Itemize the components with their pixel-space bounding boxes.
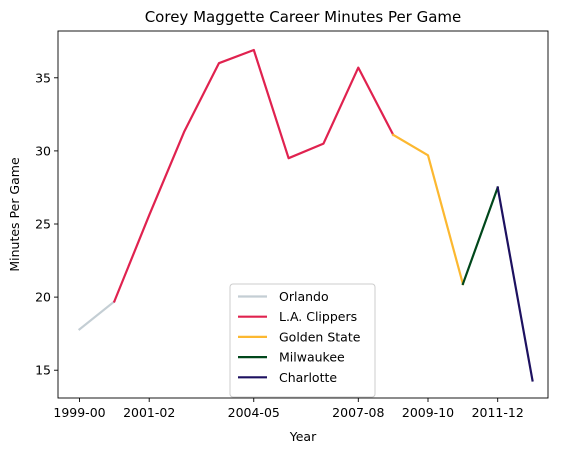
series-line-charlotte: [496, 186, 534, 382]
x-tick-label: 2011-12: [472, 405, 524, 420]
legend-box: [229, 283, 376, 398]
series-line-golden-state: [391, 133, 465, 286]
legend: Orlando L.A. Clippers Golden State Milwauke…: [229, 283, 376, 398]
y-tick-label: 35: [35, 70, 51, 85]
x-axis-title: Year: [289, 429, 317, 444]
legend-label-milwaukee: Milwaukee: [279, 350, 345, 365]
series-line-milwaukee: [461, 186, 500, 286]
series-line-l-a-clippers: [112, 48, 395, 303]
chart-title: Corey Maggette Career Minutes Per Game: [145, 8, 462, 26]
x-tick-label: 2004-05: [228, 405, 280, 420]
x-axis-ticks: 1999-00 2001-02 2004-05 2007-08 2009-10 2011-…: [53, 398, 524, 420]
y-tick-label: 20: [35, 290, 51, 305]
y-axis-ticks: 15 20 25 30 35: [35, 70, 58, 378]
y-tick-label: 15: [35, 363, 51, 378]
legend-label-orlando: Orlando: [279, 289, 329, 304]
series-layer: [77, 48, 534, 382]
x-tick-label: 2001-02: [123, 405, 175, 420]
y-tick-label: 25: [35, 217, 51, 232]
legend-label-l-a-clippers: L.A. Clippers: [279, 309, 357, 324]
legend-label-golden-state: Golden State: [279, 329, 361, 344]
x-tick-label: 2009-10: [402, 405, 454, 420]
y-tick-label: 30: [35, 143, 51, 158]
x-tick-label: 2007-08: [332, 405, 384, 420]
y-axis-title: Minutes Per Game: [7, 157, 22, 272]
plot-frame: [57, 30, 549, 399]
series-line-orlando: [77, 299, 116, 331]
x-tick-label: 1999-00: [53, 405, 105, 420]
legend-label-charlotte: Charlotte: [279, 370, 337, 385]
